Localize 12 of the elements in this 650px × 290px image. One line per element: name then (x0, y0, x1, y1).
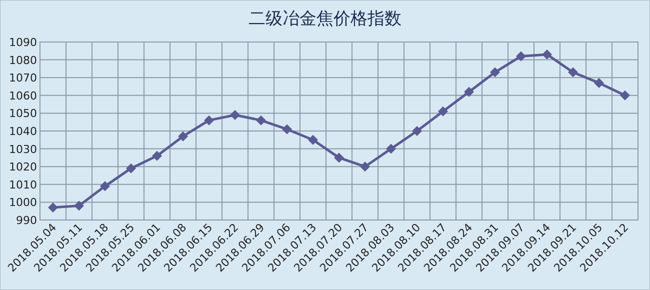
y-tick-label: 1050 (9, 107, 37, 120)
y-tick-label: 1070 (9, 72, 37, 85)
y-tick-label: 1000 (9, 196, 37, 210)
y-tick-label: 1010 (9, 178, 37, 192)
y-tick-label: 1020 (9, 160, 37, 174)
y-tick-label: 1090 (9, 36, 37, 49)
title: 二级冶金焦价格指数 (248, 9, 402, 29)
y-tick-label: 1080 (9, 54, 37, 67)
y-tick-label: 990 (16, 214, 37, 227)
y-tick-label: 1060 (9, 89, 37, 102)
y-tick-label: 1030 (9, 142, 37, 156)
y-tick-label: 1040 (9, 125, 37, 138)
